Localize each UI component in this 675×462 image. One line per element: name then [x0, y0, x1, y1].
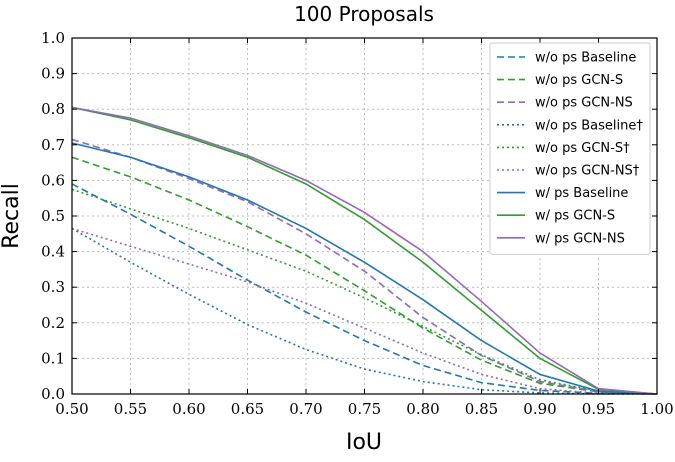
legend-label: w/o ps GCN-S†: [535, 141, 630, 156]
series-line-8: [71, 106, 658, 395]
chart-title: 100 Proposals: [294, 2, 434, 26]
series-line-7: [71, 142, 658, 395]
legend-label: w/ ps Baseline: [535, 186, 628, 201]
grid: [72, 38, 657, 394]
y-tick-label: 0.4: [41, 243, 65, 261]
x-tick-label: 0.70: [289, 400, 322, 418]
x-tick-label: 0.65: [231, 400, 264, 418]
y-tick-label: 0.8: [41, 100, 65, 118]
legend-label: w/o ps GCN-NS: [535, 96, 633, 111]
series-line-9: [71, 106, 658, 395]
series-line-3: [71, 138, 658, 395]
x-tick-label: 0.55: [114, 400, 147, 418]
y-tick-label: 0.7: [41, 136, 65, 154]
series-line-5: [71, 188, 658, 395]
y-tick-label: 0.5: [41, 207, 65, 225]
series-line-2: [71, 156, 658, 395]
legend-label: w/o ps Baseline: [535, 51, 636, 66]
y-tick-label: 0.0: [41, 385, 65, 403]
x-tick-label: 0.85: [465, 400, 498, 418]
x-tick-label: 0.95: [582, 400, 615, 418]
x-tick-label: 0.75: [348, 400, 381, 418]
legend-label: w/ ps GCN-S: [535, 209, 615, 224]
x-axis-title: IoU: [346, 430, 382, 455]
y-tick-label: 0.2: [41, 314, 65, 332]
y-tick-label: 0.6: [41, 171, 65, 189]
legend-label: w/o ps GCN-NS†: [535, 164, 640, 179]
x-tick-label: 0.60: [172, 400, 205, 418]
series-line-1: [71, 183, 658, 395]
legend: w/o ps Baseline w/o ps GCN-S w/o ps GCN-NS…: [489, 42, 651, 255]
x-tick-label: 1.00: [640, 400, 673, 418]
series-line-4: [71, 227, 657, 395]
x-tick-label: 0.50: [55, 400, 88, 418]
legend-label: w/o ps GCN-S: [535, 73, 623, 88]
y-tick-label: 1.0: [41, 29, 65, 47]
legend-box: [489, 42, 651, 255]
y-tick-label: 0.3: [41, 278, 65, 296]
y-axis-title: Recall: [0, 183, 24, 249]
series-lines: [71, 106, 658, 395]
axis-ticks: 0.50 0.55 0.60 0.65 0.70 0.75 0.80 0.85 0.90 0.95…: [41, 29, 674, 418]
series-line-6: [71, 227, 658, 395]
x-tick-label: 0.80: [406, 400, 439, 418]
y-tick-label: 0.9: [41, 65, 65, 83]
x-tick-label: 0.90: [523, 400, 556, 418]
y-tick-label: 0.1: [41, 349, 65, 367]
legend-label: w/o ps Baseline†: [535, 118, 643, 133]
legend-label: w/ ps GCN-NS: [535, 231, 625, 246]
